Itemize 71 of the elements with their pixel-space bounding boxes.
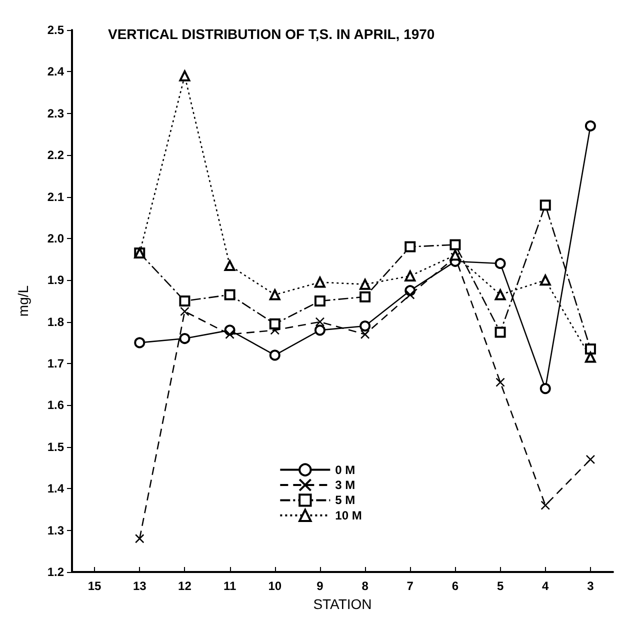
point bbox=[314, 324, 326, 336]
x-tick-label: 10 bbox=[268, 579, 282, 593]
point bbox=[269, 318, 280, 330]
point bbox=[314, 276, 326, 288]
y-tick-label: 1.6 bbox=[47, 398, 64, 412]
point bbox=[584, 352, 596, 363]
point bbox=[134, 534, 144, 544]
x-tick-label: 5 bbox=[496, 579, 504, 593]
y-tick-label: 2.5 bbox=[47, 23, 64, 37]
y-tick-label: 1.8 bbox=[47, 314, 64, 329]
x-tick-label: 6 bbox=[452, 579, 459, 593]
point bbox=[269, 289, 280, 300]
y-tick-label: 2.3 bbox=[47, 106, 64, 120]
point bbox=[360, 278, 371, 290]
point bbox=[494, 258, 506, 269]
point bbox=[540, 383, 551, 394]
y-tick-label: 1.2 bbox=[47, 565, 64, 579]
legend-label: 0 M bbox=[335, 462, 356, 477]
legend-label: 10 M bbox=[335, 508, 362, 522]
y-tick-label: 2.1 bbox=[47, 190, 64, 204]
legend-label: 5 M bbox=[335, 493, 356, 508]
point bbox=[540, 274, 551, 286]
y-tick-label: 2.2 bbox=[47, 148, 64, 162]
point bbox=[450, 252, 460, 262]
point bbox=[586, 454, 596, 464]
x-tick-label: 9 bbox=[316, 579, 324, 593]
x-tick-label: 8 bbox=[362, 579, 369, 593]
x-axis-title: STATION bbox=[313, 596, 372, 612]
x-tick-label: 15 bbox=[88, 579, 102, 593]
point bbox=[496, 378, 505, 387]
x-tick-label: 13 bbox=[132, 579, 147, 593]
point bbox=[360, 291, 371, 302]
y-tick-label: 1.4 bbox=[47, 482, 64, 496]
x-tick-label: 7 bbox=[406, 579, 414, 593]
chart-title: VERTICAL DISTRIBUTION OF T,S. IN APRIL, 1970 bbox=[108, 26, 435, 42]
point bbox=[540, 200, 551, 211]
y-tick-label: 1.7 bbox=[47, 356, 64, 371]
y-tick-label: 1.9 bbox=[47, 273, 64, 288]
point bbox=[540, 500, 550, 510]
point bbox=[269, 350, 280, 361]
point bbox=[360, 320, 371, 332]
point bbox=[494, 289, 506, 300]
y-tick-label: 1.3 bbox=[47, 523, 64, 538]
point bbox=[225, 330, 234, 340]
point bbox=[584, 343, 596, 354]
point bbox=[180, 306, 190, 316]
y-tick-label: 1.5 bbox=[47, 440, 64, 454]
y-axis-title: mg/L bbox=[15, 285, 31, 317]
point bbox=[404, 241, 416, 252]
point bbox=[405, 290, 415, 300]
point bbox=[314, 296, 326, 306]
point bbox=[315, 317, 325, 326]
point bbox=[450, 239, 461, 250]
point bbox=[179, 70, 190, 82]
y-tick-label: 2.0 bbox=[47, 231, 64, 246]
point bbox=[494, 326, 506, 338]
point bbox=[179, 333, 190, 344]
legend-label: 3 M bbox=[335, 478, 356, 492]
x-tick-label: 4 bbox=[542, 579, 550, 593]
point bbox=[450, 250, 461, 261]
x-tick-label: 12 bbox=[178, 579, 192, 593]
point bbox=[360, 330, 370, 340]
point bbox=[224, 260, 236, 272]
point bbox=[584, 120, 596, 132]
point bbox=[134, 337, 146, 348]
x-tick-label: 3 bbox=[587, 579, 594, 593]
point bbox=[179, 296, 190, 306]
point bbox=[224, 289, 236, 300]
point bbox=[404, 270, 416, 282]
x-tick-label: 11 bbox=[223, 579, 236, 593]
y-tick-label: 2.4 bbox=[47, 64, 64, 79]
